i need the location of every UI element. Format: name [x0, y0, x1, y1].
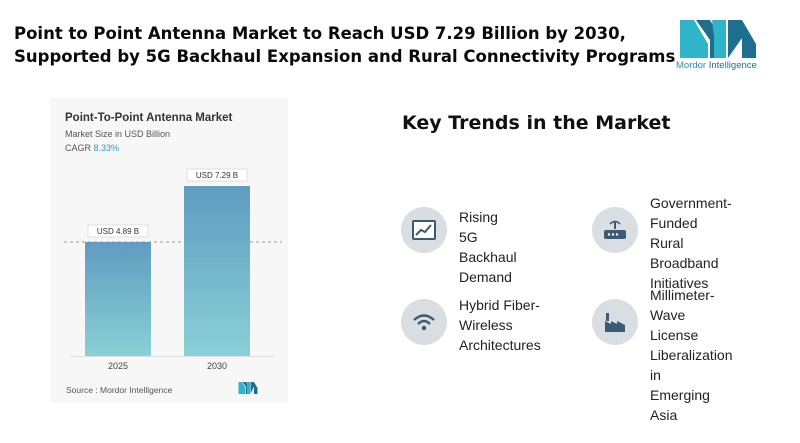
bar-2025: [85, 241, 151, 356]
bar-chart: USD 4.89 B 2025 USD 7.29 B 2030: [64, 168, 282, 371]
trend-icon-circle: [592, 299, 638, 345]
chart-cagr: CAGR 8.33%: [65, 143, 119, 153]
trend-label: Rising 5G Backhaul Demand: [459, 209, 517, 285]
headline-line-2: Supported by 5G Backhaul Expansion and R…: [14, 47, 676, 66]
headline-line-1: Point to Point Antenna Market to Reach U…: [14, 24, 626, 43]
x-tick-label: 2030: [207, 361, 227, 371]
chart-subtitle: Market Size in USD Billion: [65, 129, 171, 139]
data-label: USD 7.29 B: [196, 171, 238, 180]
line-chart-icon: [412, 220, 436, 240]
wifi-icon: [413, 314, 435, 331]
mordor-intelligence-logo: [680, 20, 756, 58]
trend-icon-circle: [592, 207, 638, 253]
chart-title: Point-To-Point Antenna Market: [65, 112, 233, 124]
cagr-value: 8.33%: [93, 143, 120, 153]
logo-word-intelligence: Intelligence: [708, 60, 757, 71]
market-size-chart-card: USD 4.89 B 2025 USD 7.29 B 2030 Point-To-Po…: [50, 98, 288, 403]
page-headline: Point to Point Antenna Market to Reach U…: [14, 22, 676, 68]
router-icon: [604, 220, 626, 239]
key-trends-title: Key Trends in the Market: [402, 112, 671, 134]
data-label-box: [87, 224, 149, 238]
data-label: USD 4.89 B: [97, 227, 139, 236]
chart-source: Source : Mordor Intelligence: [66, 385, 173, 395]
trend-label: Millimeter-Wave License Liberalization i…: [650, 287, 733, 423]
data-label-box: [186, 168, 248, 182]
logo-word-mordor: Mordor: [676, 60, 707, 71]
factory-icon: [605, 313, 625, 332]
x-tick-label: 2025: [108, 361, 128, 371]
trend-label: Hybrid Fiber- Wireless Architectures: [459, 297, 541, 353]
trend-label: Government- Funded Rural Broadband Initi…: [650, 195, 732, 291]
trend-icon-circle: [401, 207, 447, 253]
bar-2030: [184, 186, 250, 356]
trend-icon-circle: [401, 299, 447, 345]
mini-logo-icon: [238, 382, 258, 394]
logo-wordmark: Mordor Intelligence: [676, 60, 757, 71]
cagr-label: CAGR: [65, 143, 92, 153]
